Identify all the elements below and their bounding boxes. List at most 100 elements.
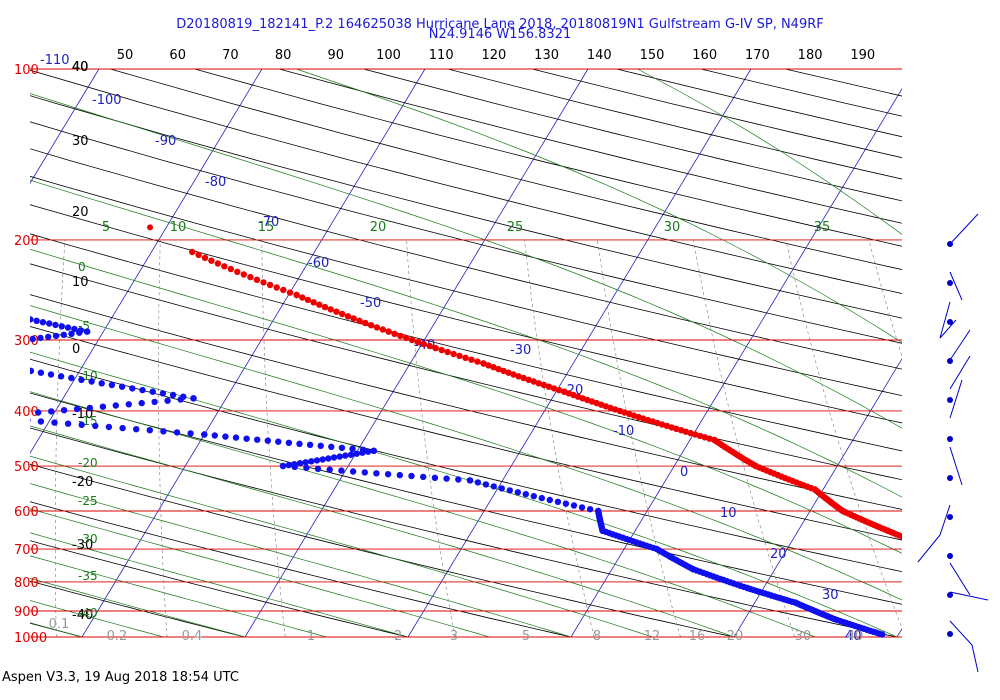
temperature-point xyxy=(981,569,987,575)
temperature-point xyxy=(208,257,215,264)
dewpoint-point xyxy=(314,465,322,472)
dewpoint-point xyxy=(408,472,415,480)
dewpoint-point xyxy=(554,498,562,505)
temperature-point xyxy=(983,570,989,576)
dewpoint-point xyxy=(98,380,105,387)
pressure-label: 300 xyxy=(14,334,39,349)
dry-adiabat-line xyxy=(30,540,409,638)
moist-adiabat-line xyxy=(30,622,83,638)
dry-adiabat-line xyxy=(30,463,735,638)
sounding-traces xyxy=(2,224,989,638)
temperature-point xyxy=(432,344,439,352)
pressure-label: 100 xyxy=(14,63,39,78)
dewpoint-point xyxy=(60,331,67,338)
temperature-point xyxy=(916,540,922,546)
dewpoint-point xyxy=(342,452,349,459)
mixing-ratio-line xyxy=(524,239,595,638)
dewpoint-point xyxy=(119,424,126,432)
wind-dot xyxy=(947,514,953,520)
dewpoint-point xyxy=(243,435,250,442)
dewpoint-point xyxy=(52,332,60,340)
temperature-point xyxy=(919,541,925,547)
moist-adiabat-line xyxy=(30,93,902,429)
temperature-point xyxy=(910,538,916,544)
dewpoint-point xyxy=(364,448,372,455)
dewpoint-point xyxy=(347,451,355,458)
temperature-point xyxy=(408,336,416,344)
dewpoint-point xyxy=(133,426,140,433)
dewpoint-point xyxy=(160,428,167,435)
left-scale-label: 40 xyxy=(72,60,89,75)
pressure-label: 200 xyxy=(14,234,39,249)
temperature-point xyxy=(960,559,966,565)
moist-adiabat-side-label: 0 xyxy=(78,260,86,274)
temperature-point xyxy=(299,294,306,301)
dewpoint-point xyxy=(129,385,136,392)
wind-dot xyxy=(947,241,953,247)
moist-adiabat-line xyxy=(30,305,902,601)
temperature-point xyxy=(221,263,228,270)
dewpoint-point xyxy=(490,483,497,490)
dewpoint-point xyxy=(359,449,366,456)
dewpoint-point xyxy=(336,453,343,460)
dry-adiabat-line xyxy=(532,68,902,159)
temperature-point xyxy=(540,381,548,389)
dewpoint-point xyxy=(2,311,8,317)
isotherm-label: 10 xyxy=(720,506,737,521)
dewpoint-point xyxy=(530,493,537,500)
wind-dot xyxy=(947,631,953,637)
dewpoint-point xyxy=(78,421,85,428)
dewpoint-point xyxy=(15,313,21,319)
wind-barb xyxy=(949,446,963,486)
temperature-point xyxy=(935,548,941,554)
dewpoint-point xyxy=(11,362,17,368)
dewpoint-point xyxy=(173,429,181,436)
dewpoint-point xyxy=(349,468,357,475)
temperature-point xyxy=(975,566,981,572)
moist-adiabat-line xyxy=(30,555,327,638)
dry-adiabat-line xyxy=(30,622,83,638)
temperature-point xyxy=(971,564,977,570)
moist-adiabat-label: 35 xyxy=(814,220,831,235)
dry-adiabat-line xyxy=(30,175,902,397)
temperature-point xyxy=(201,254,209,261)
dry-adiabat-line xyxy=(30,263,902,481)
mixing-ratio-line xyxy=(597,239,681,638)
dewpoint-point xyxy=(2,359,8,365)
dry-adiabat-line xyxy=(278,68,902,224)
mixing-ratio-label: 12 xyxy=(644,629,661,644)
mixing-ratio-label: 40 xyxy=(847,629,864,644)
dewpoint-point xyxy=(396,471,403,479)
dewpoint-point xyxy=(222,433,229,440)
pressure-label: 700 xyxy=(14,543,39,558)
temperature-point xyxy=(952,556,958,562)
left-scale-label: 0 xyxy=(72,342,80,357)
mixing-ratio-label: 1 xyxy=(307,629,315,644)
left-scale-label: 20 xyxy=(72,205,89,220)
temperature-point xyxy=(280,286,287,294)
temperature-point xyxy=(940,550,946,556)
moist-adiabat-line xyxy=(30,425,735,638)
isotherm-line xyxy=(30,68,263,454)
temperature-point xyxy=(967,562,973,568)
grid-lines xyxy=(30,68,902,638)
temperature-point xyxy=(500,367,507,375)
dewpoint-point xyxy=(99,403,107,410)
dry-adiabat-line xyxy=(30,392,902,605)
dewpoint-point xyxy=(317,442,324,449)
temperature-point xyxy=(379,326,386,333)
temperature-point xyxy=(977,567,983,573)
dewpoint-point xyxy=(308,458,315,465)
temperature-point xyxy=(468,356,475,363)
temperature-point xyxy=(962,560,968,566)
mixing-ratio-label: 30 xyxy=(795,629,812,644)
dewpoint-point xyxy=(112,402,120,409)
wind-dot xyxy=(947,436,953,442)
dewpoint-point xyxy=(522,491,529,498)
dewpoint-point xyxy=(291,463,298,471)
pressure-label: 600 xyxy=(14,505,39,520)
temperature-point xyxy=(485,362,492,369)
dewpoint-point xyxy=(151,398,158,406)
moist-adiabat-line xyxy=(637,68,902,235)
top-scale-label: 170 xyxy=(745,48,770,63)
